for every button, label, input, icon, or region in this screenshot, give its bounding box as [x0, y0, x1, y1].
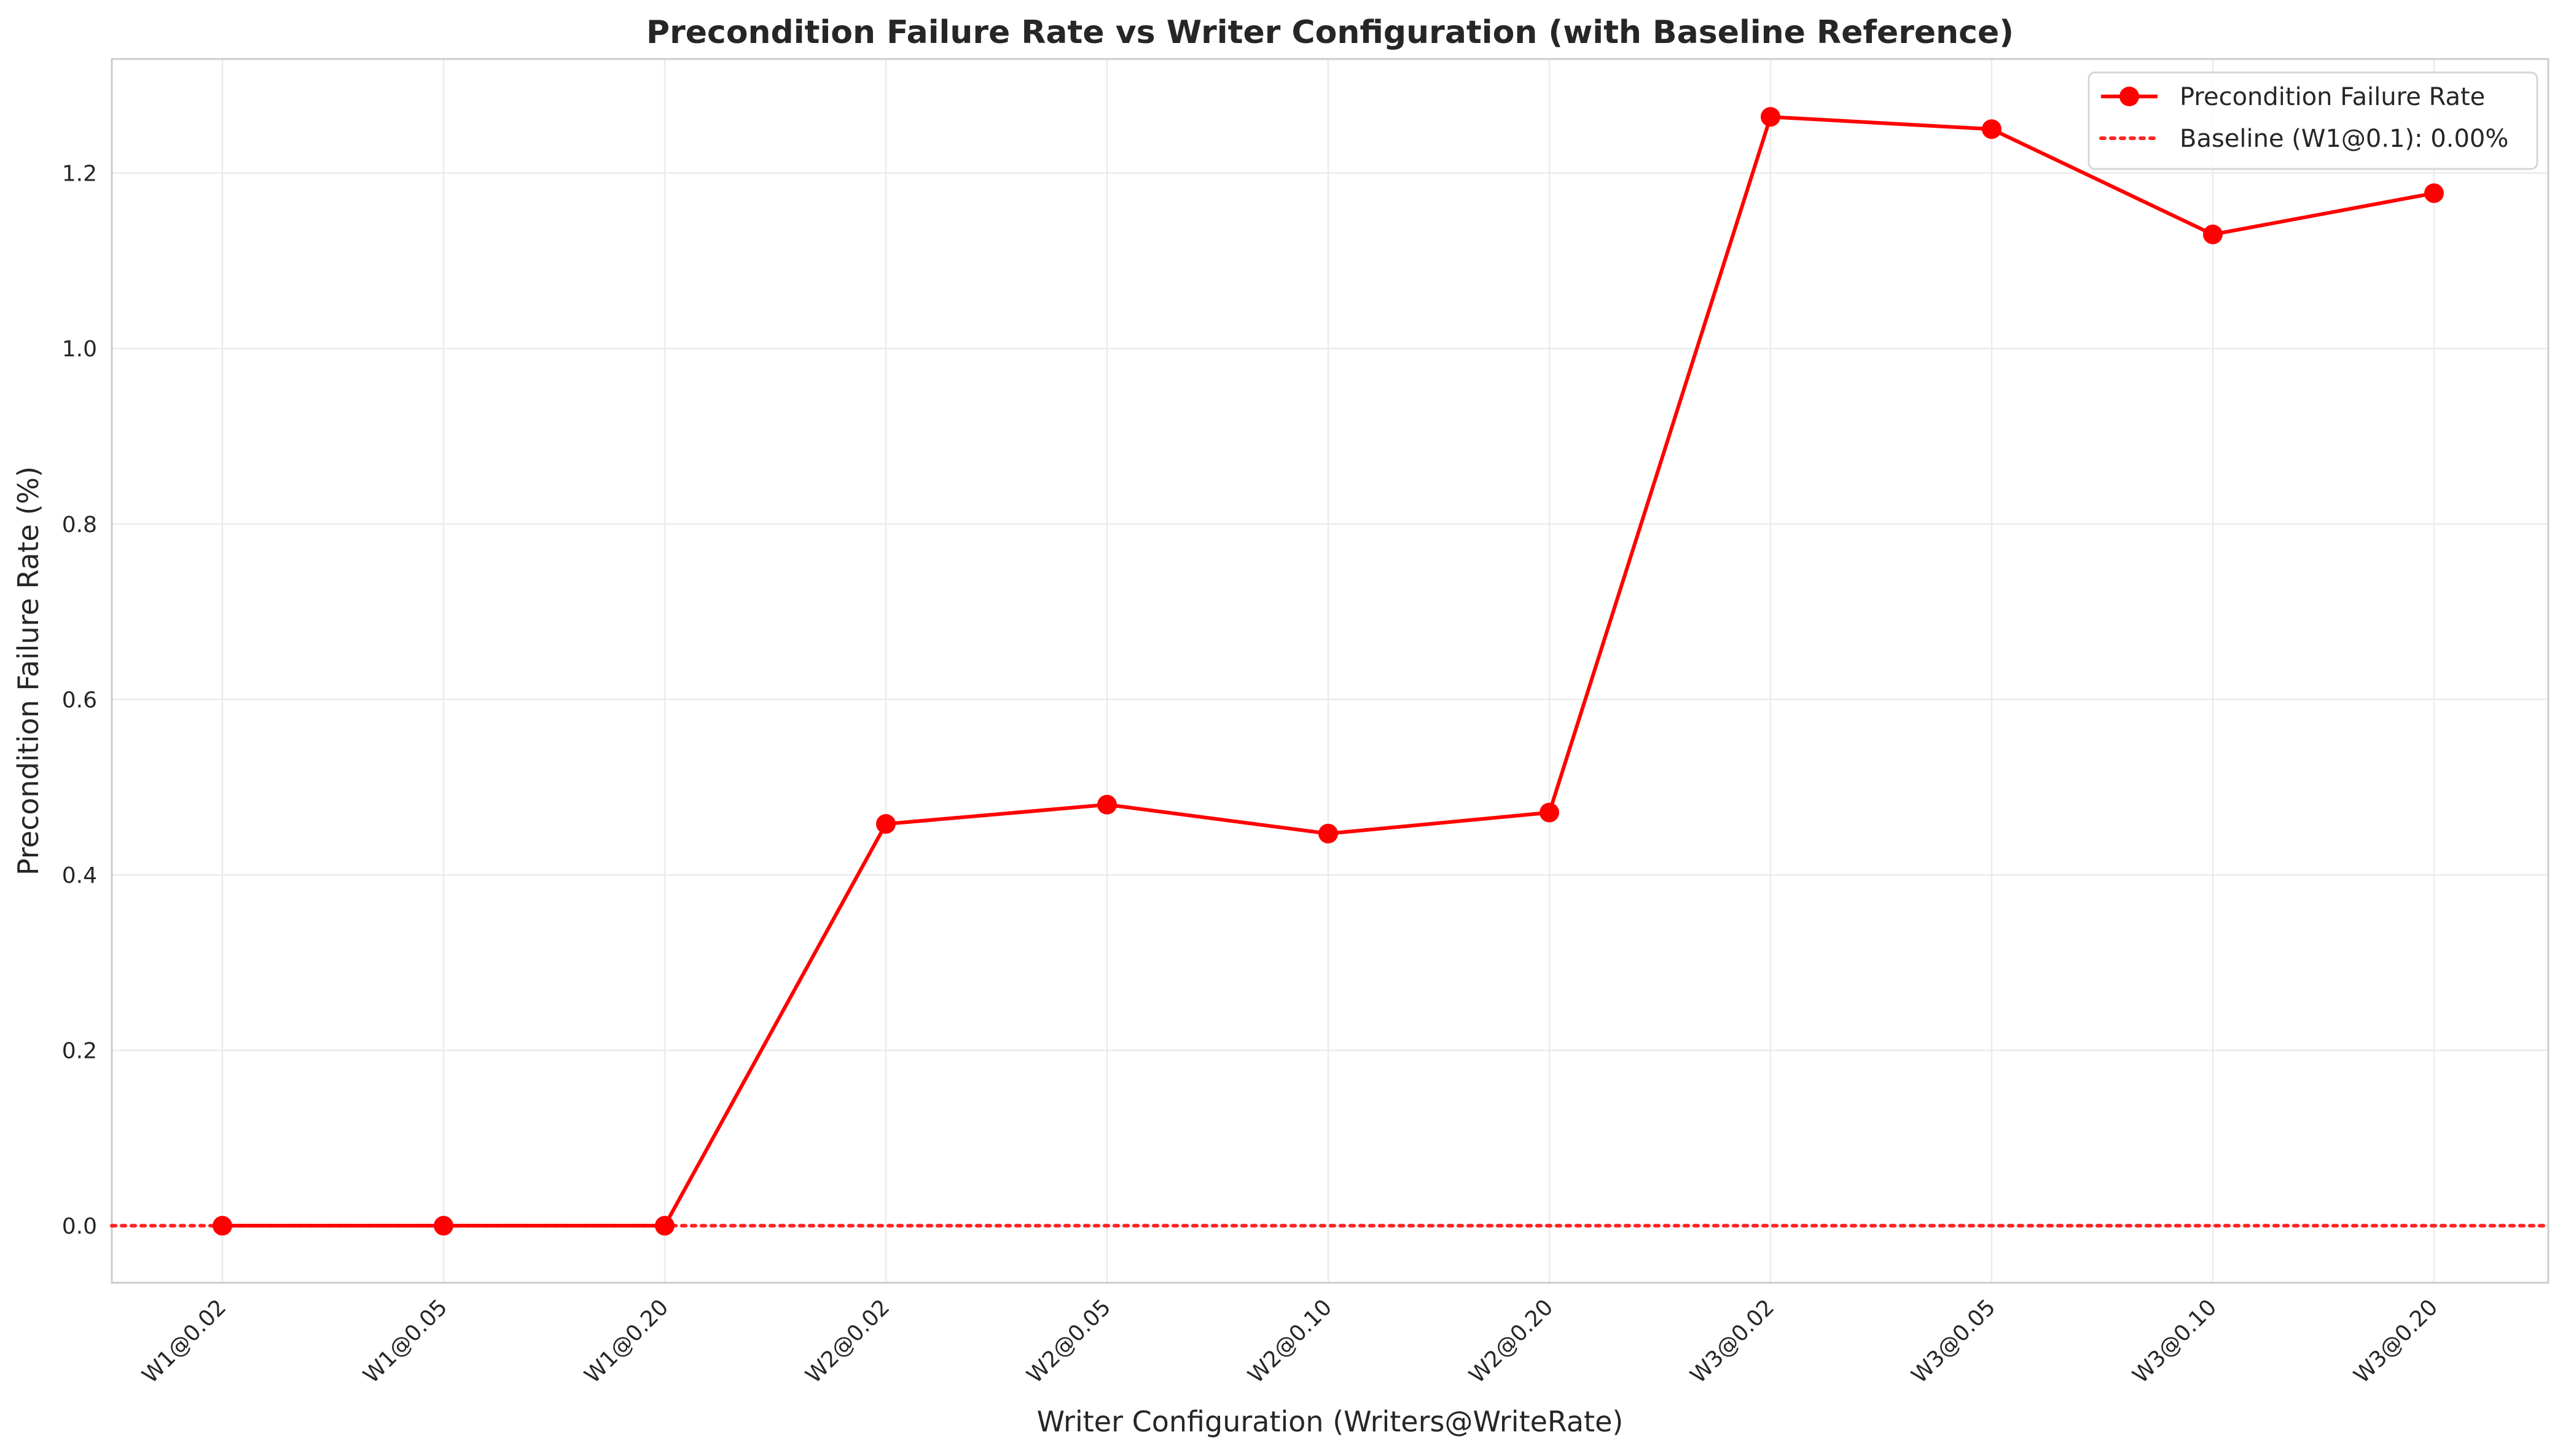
plot-frame [111, 58, 2549, 1284]
data-point [1982, 119, 2001, 139]
chart-title: Precondition Failure Rate vs Writer Conf… [646, 14, 2014, 51]
data-point [434, 1216, 453, 1236]
data-point [1540, 802, 1559, 823]
legend-marker-swatch [2119, 87, 2139, 106]
data-point [1318, 823, 1338, 843]
data-point [1761, 107, 1780, 127]
y-tick-label: 0.0 [62, 1214, 97, 1239]
legend-label-series: Precondition Failure Rate [2180, 83, 2485, 111]
y-axis-label: Precondition Failure Rate (%) [12, 466, 45, 875]
grid-lines [112, 59, 2548, 1283]
x-axis-label: Writer Configuration (Writers@WriteRate) [1037, 1405, 1624, 1438]
y-tick-label: 0.6 [62, 687, 97, 713]
data-point [2203, 224, 2223, 245]
data-points [213, 107, 2444, 1236]
y-tick-label: 0.4 [62, 863, 97, 888]
y-tick-label: 0.8 [62, 512, 97, 538]
legend: Precondition Failure Rate Baseline (W1@0… [2088, 71, 2538, 170]
data-point [213, 1216, 232, 1236]
y-tick-label: 1.2 [62, 162, 97, 187]
data-point [655, 1216, 675, 1236]
legend-box [2088, 71, 2538, 170]
legend-label-baseline: Baseline (W1@0.1): 0.00% [2180, 125, 2508, 153]
y-tick-label: 1.0 [62, 337, 97, 362]
data-point [2424, 183, 2444, 203]
y-axis-ticks: 0.0 0.2 0.4 0.6 0.8 1.0 1.2 [62, 162, 97, 1240]
y-tick-label: 0.2 [62, 1039, 97, 1064]
data-point [1097, 794, 1117, 815]
data-point [876, 814, 896, 834]
